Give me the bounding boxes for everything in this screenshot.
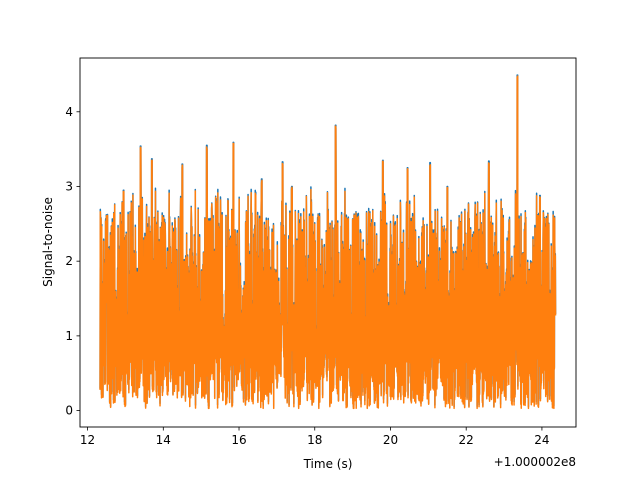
x-tick-label: 24 <box>534 433 549 447</box>
x-tick-label: 18 <box>307 433 322 447</box>
x-tick-label: 16 <box>231 433 246 447</box>
y-tick-label: 0 <box>65 404 73 418</box>
y-tick-label: 1 <box>65 329 73 343</box>
y-tick-label: 4 <box>65 105 73 119</box>
x-tick-label: 22 <box>459 433 474 447</box>
x-offset-label: +1.000002e8 <box>494 455 576 469</box>
y-tick-label: 3 <box>65 179 73 193</box>
x-tick-label: 12 <box>80 433 95 447</box>
y-axis-ticks: 0 1 2 3 4 <box>65 105 80 418</box>
series-line-2 <box>99 75 557 410</box>
x-axis-ticks: 12 14 16 18 20 22 24 <box>80 427 550 447</box>
plot-frame <box>79 57 577 428</box>
x-tick-label: 20 <box>383 433 398 447</box>
x-tick-label: 14 <box>156 433 171 447</box>
series-layer <box>99 74 557 410</box>
y-axis-label: Signal-to-noise <box>41 197 55 287</box>
x-axis-label: Time (s) <box>303 457 353 471</box>
y-tick-label: 2 <box>65 254 73 268</box>
